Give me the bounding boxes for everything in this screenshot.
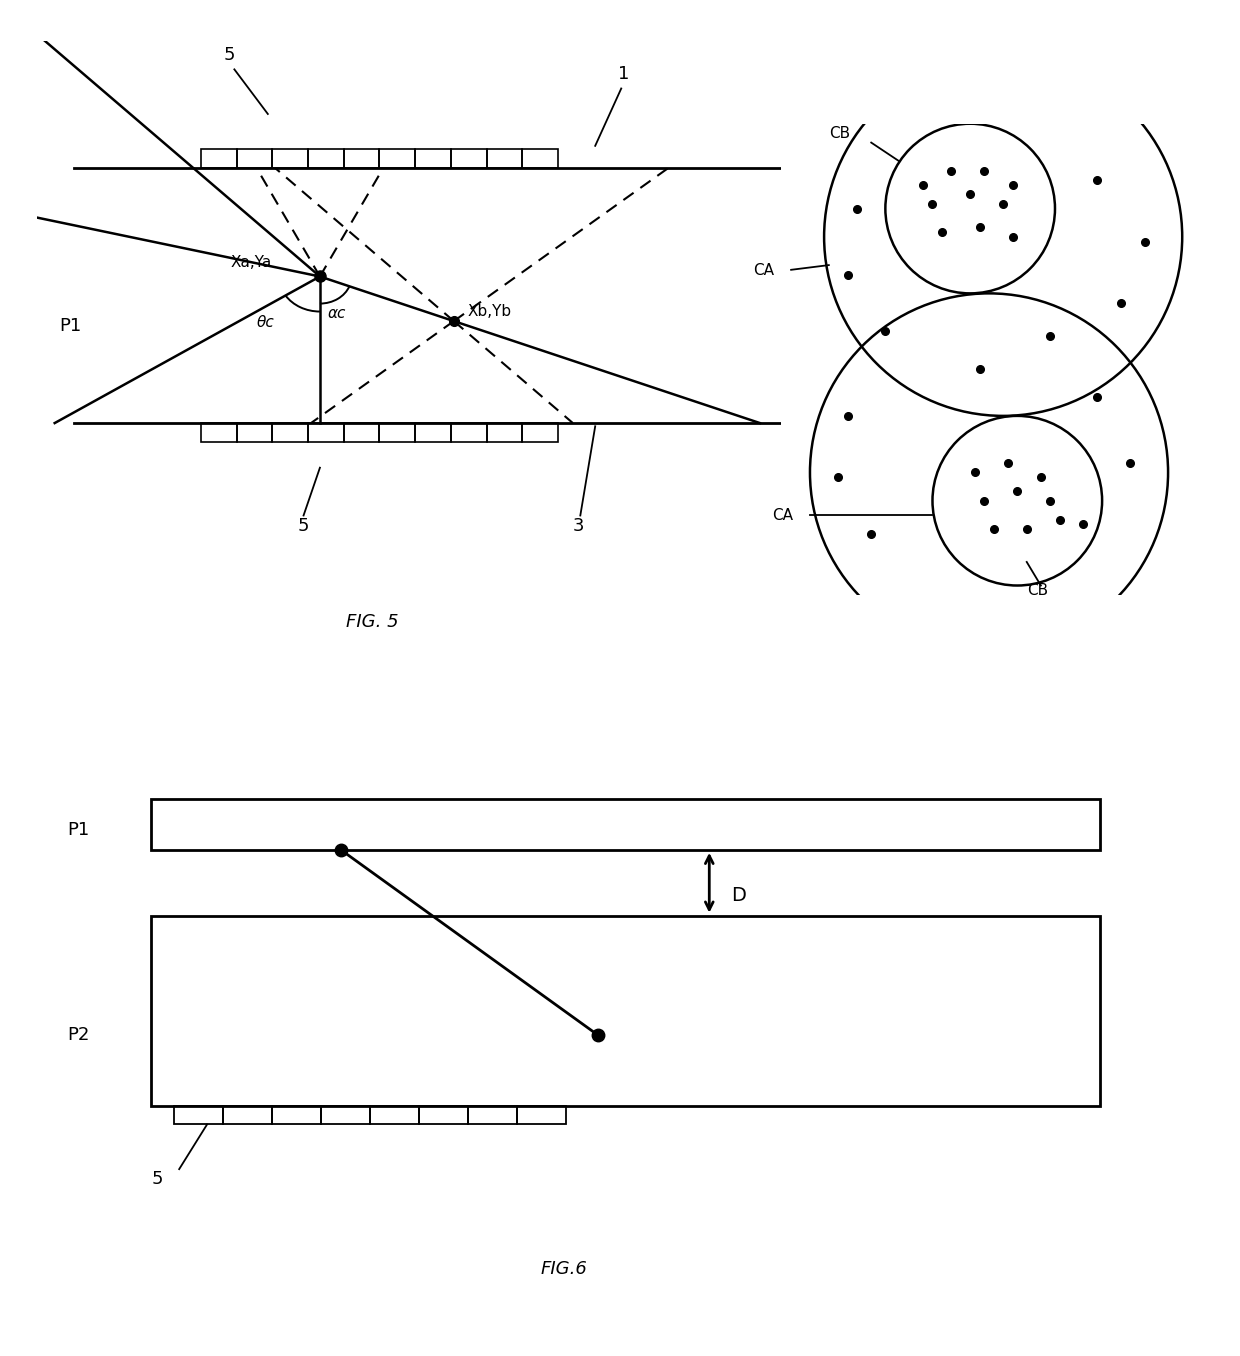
Bar (237, 149, 273, 168)
Text: FIG.6: FIG.6 (541, 1260, 588, 1277)
Text: P1: P1 (67, 820, 89, 839)
Text: Xa,Ya: Xa,Ya (231, 255, 272, 270)
Bar (415, 149, 451, 168)
Text: 5: 5 (298, 518, 309, 536)
Text: Xb,Yb: Xb,Yb (467, 304, 511, 319)
Bar (174, 1106, 223, 1124)
Text: 1: 1 (618, 65, 629, 83)
Bar (451, 149, 486, 168)
Bar (379, 149, 415, 168)
Text: CA: CA (773, 507, 794, 522)
Bar (272, 1106, 321, 1124)
Bar (151, 915, 1100, 1106)
Bar (343, 149, 379, 168)
Bar (379, 423, 415, 442)
Bar (273, 149, 308, 168)
Bar (522, 423, 558, 442)
Bar (486, 149, 522, 168)
Bar (451, 423, 486, 442)
Bar (201, 423, 237, 442)
Bar (308, 149, 343, 168)
Text: FIG. 5: FIG. 5 (346, 613, 398, 631)
Bar (415, 423, 451, 442)
Bar (419, 1106, 469, 1124)
Bar (343, 423, 379, 442)
Bar (223, 1106, 272, 1124)
Text: P2: P2 (67, 1025, 91, 1044)
Bar (370, 1106, 419, 1124)
Text: CA: CA (754, 263, 775, 278)
Bar (517, 1106, 567, 1124)
Bar (469, 1106, 517, 1124)
Bar (237, 423, 273, 442)
Text: 5: 5 (151, 1170, 162, 1188)
Text: P1: P1 (60, 317, 82, 335)
Bar (201, 149, 237, 168)
Text: D: D (732, 885, 746, 904)
Text: αc: αc (327, 306, 346, 321)
Text: CB: CB (1027, 583, 1048, 598)
Bar (321, 1106, 370, 1124)
Text: CB: CB (828, 126, 849, 141)
Text: θc: θc (257, 316, 274, 331)
Bar (522, 149, 558, 168)
Bar (486, 423, 522, 442)
Bar (273, 423, 308, 442)
Bar (308, 423, 343, 442)
Text: 3: 3 (573, 518, 584, 536)
Text: 5: 5 (223, 46, 234, 64)
Bar (151, 799, 1100, 850)
